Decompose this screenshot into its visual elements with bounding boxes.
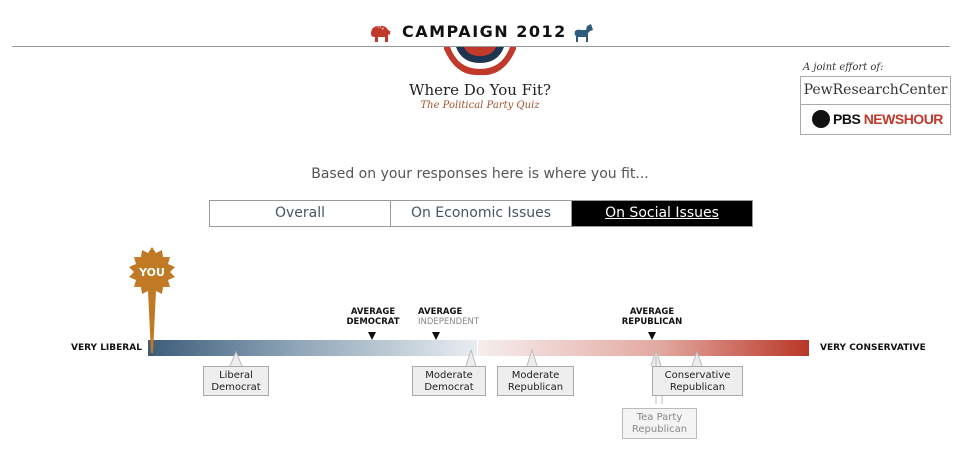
average-democrat-line2: DEMOCRAT [346, 317, 400, 327]
elephant-icon [371, 25, 391, 42]
average-republican-line2: REPUBLICAN [621, 317, 683, 327]
moderate-democrat-line2: Democrat [424, 382, 474, 393]
very-conservative-label: VERY CONSERVATIVE [820, 343, 926, 353]
average-republican-line1: AVERAGE [629, 307, 675, 317]
partner-box [800, 76, 951, 135]
average-democrat-line1: AVERAGE [350, 307, 396, 317]
tea-party-republican-group[interactable]: Tea Party Republican [622, 408, 697, 439]
conservative-republican-line1: Conservative [664, 370, 731, 381]
tab-overall[interactable]: Overall [210, 201, 391, 226]
average-democrat-marker [368, 332, 376, 340]
result-intro: Based on your responses here is where yo… [311, 166, 649, 182]
moderate-republican-line2: Republican [507, 382, 564, 393]
conservative-republican-group[interactable]: Conservative Republican [652, 366, 743, 396]
you-marker-icon: YOU [129, 247, 175, 353]
quiz-title: Where Do You Fit? [409, 81, 551, 99]
you-label: YOU [138, 266, 165, 279]
average-republican-marker [648, 332, 656, 340]
tea-party-republican-line2: Republican [631, 424, 688, 435]
partner-label: A joint effort of: [803, 62, 884, 73]
average-independent-label: AVERAGE INDEPENDENT [418, 307, 498, 327]
liberal-democrat-line1: Liberal [219, 370, 253, 381]
pbs-label: PBS [833, 111, 864, 127]
donkey-icon [574, 24, 593, 42]
average-independent-marker [432, 332, 440, 340]
conservative-scale-bar [478, 340, 809, 356]
conservative-republican-line2: Republican [669, 382, 726, 393]
very-liberal-label: VERY LIBERAL [71, 343, 142, 353]
page-title: CAMPAIGN 2012 [402, 22, 567, 41]
moderate-republican-line1: Moderate [511, 370, 560, 381]
rosette-icon [444, 47, 516, 76]
pbs-logo-icon [812, 110, 830, 128]
average-democrat-label: AVERAGE DEMOCRAT [335, 307, 411, 327]
moderate-democrat-line1: Moderate [425, 370, 473, 381]
tab-social-issues[interactable]: On Social Issues [572, 201, 752, 226]
pew-logo[interactable]: PewResearchCenter [803, 82, 948, 98]
tea-party-republican-line1: Tea Party [636, 412, 683, 423]
liberal-democrat-line2: Democrat [211, 382, 261, 393]
average-independent-line2: INDEPENDENT [418, 317, 480, 327]
liberal-democrat-group[interactable]: Liberal Democrat [203, 366, 269, 396]
tab-economic-issues[interactable]: On Economic Issues [391, 201, 572, 226]
moderate-democrat-group[interactable]: Moderate Democrat [412, 366, 486, 396]
liberal-scale-bar [148, 340, 477, 356]
average-independent-line1: AVERAGE [418, 307, 463, 317]
average-republican-label: AVERAGE REPUBLICAN [612, 307, 692, 327]
result-tabs: Overall On Economic Issues On Social Iss… [209, 200, 753, 227]
newshour-label: NEWSHOUR [863, 111, 944, 127]
quiz-subtitle: The Political Party Quiz [420, 100, 540, 111]
moderate-republican-group[interactable]: Moderate Republican [497, 366, 574, 396]
pbs-newshour-logo[interactable]: PBS NEWSHOUR [833, 111, 943, 127]
partner-divider [800, 104, 951, 105]
header-divider [12, 46, 950, 47]
